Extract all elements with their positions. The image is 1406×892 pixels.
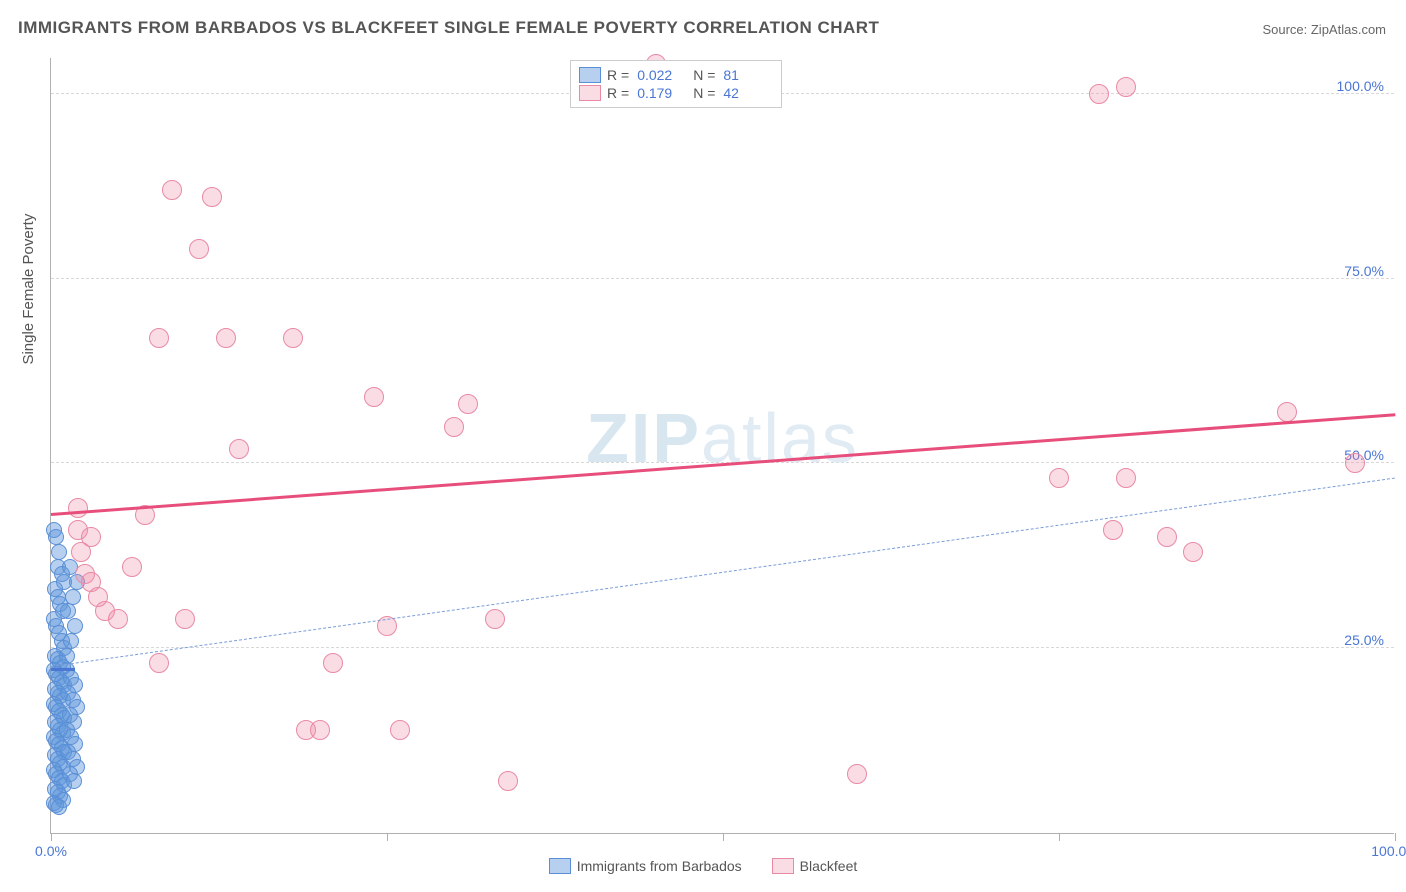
- data-point: [1345, 453, 1365, 473]
- legend-swatch: [579, 67, 601, 83]
- plot-area: ZIPatlas 25.0%50.0%75.0%100.0%0.0%100.0%: [50, 58, 1394, 834]
- correlation-legend: R = 0.022 N = 81 R = 0.179 N = 42: [570, 60, 782, 108]
- data-point: [498, 771, 518, 791]
- x-tick: [723, 833, 724, 841]
- trend-line: [51, 413, 1395, 515]
- source-attribution: Source: ZipAtlas.com: [1262, 22, 1386, 37]
- data-point: [122, 557, 142, 577]
- data-point: [364, 387, 384, 407]
- data-point: [323, 653, 343, 673]
- data-point: [60, 603, 76, 619]
- data-point: [81, 527, 101, 547]
- legend-r-value: 0.022: [637, 67, 687, 83]
- data-point: [283, 328, 303, 348]
- x-tick-label: 100.0%: [1371, 843, 1406, 859]
- data-point: [216, 328, 236, 348]
- legend-row: R = 0.179 N = 42: [579, 85, 773, 101]
- gridline: [51, 278, 1394, 279]
- legend-r-label: R =: [607, 85, 629, 101]
- data-point: [68, 498, 88, 518]
- data-point: [310, 720, 330, 740]
- data-point: [444, 417, 464, 437]
- y-tick-label: 75.0%: [1344, 263, 1384, 279]
- data-point: [51, 799, 67, 815]
- data-point: [175, 609, 195, 629]
- legend-row: R = 0.022 N = 81: [579, 67, 773, 83]
- gridline: [51, 462, 1394, 463]
- data-point: [202, 187, 222, 207]
- data-point: [847, 764, 867, 784]
- x-tick: [51, 833, 52, 841]
- data-point: [1089, 84, 1109, 104]
- chart-title: IMMIGRANTS FROM BARBADOS VS BLACKFEET SI…: [18, 18, 879, 38]
- data-point: [65, 589, 81, 605]
- data-point: [229, 439, 249, 459]
- data-point: [108, 609, 128, 629]
- watermark-light: atlas: [701, 399, 859, 477]
- data-point: [189, 239, 209, 259]
- data-point: [67, 618, 83, 634]
- legend-swatch: [579, 85, 601, 101]
- data-point: [162, 180, 182, 200]
- x-tick: [1395, 833, 1396, 841]
- y-tick-label: 25.0%: [1344, 632, 1384, 648]
- data-point: [51, 544, 67, 560]
- data-point: [390, 720, 410, 740]
- data-point: [458, 394, 478, 414]
- data-point: [1049, 468, 1069, 488]
- data-point: [63, 633, 79, 649]
- x-tick-label: 0.0%: [35, 843, 67, 859]
- data-point: [1183, 542, 1203, 562]
- watermark: ZIPatlas: [586, 398, 859, 478]
- legend-swatch: [549, 858, 571, 874]
- data-point: [1116, 468, 1136, 488]
- trend-line: [51, 477, 1395, 666]
- data-point: [59, 648, 75, 664]
- data-point: [485, 609, 505, 629]
- data-point: [149, 328, 169, 348]
- legend-item: Blackfeet: [772, 858, 858, 874]
- legend-r-label: R =: [607, 67, 629, 83]
- x-tick: [387, 833, 388, 841]
- gridline: [51, 647, 1394, 648]
- legend-item: Immigrants from Barbados: [549, 858, 742, 874]
- data-point: [149, 653, 169, 673]
- legend-n-label: N =: [693, 67, 715, 83]
- y-axis-label: Single Female Poverty: [20, 214, 37, 365]
- legend-n-label: N =: [693, 85, 715, 101]
- legend-r-value: 0.179: [637, 85, 687, 101]
- legend-n-value: 81: [723, 67, 773, 83]
- data-point: [1116, 77, 1136, 97]
- data-point: [1103, 520, 1123, 540]
- data-point: [48, 529, 64, 545]
- data-point: [377, 616, 397, 636]
- data-point: [135, 505, 155, 525]
- legend-label: Immigrants from Barbados: [577, 858, 742, 874]
- y-tick-label: 100.0%: [1337, 78, 1384, 94]
- watermark-bold: ZIP: [586, 399, 701, 477]
- x-tick: [1059, 833, 1060, 841]
- series-legend: Immigrants from Barbados Blackfeet: [0, 858, 1406, 874]
- legend-n-value: 42: [723, 85, 773, 101]
- data-point: [1277, 402, 1297, 422]
- legend-swatch: [772, 858, 794, 874]
- legend-label: Blackfeet: [800, 858, 858, 874]
- data-point: [66, 773, 82, 789]
- data-point: [1157, 527, 1177, 547]
